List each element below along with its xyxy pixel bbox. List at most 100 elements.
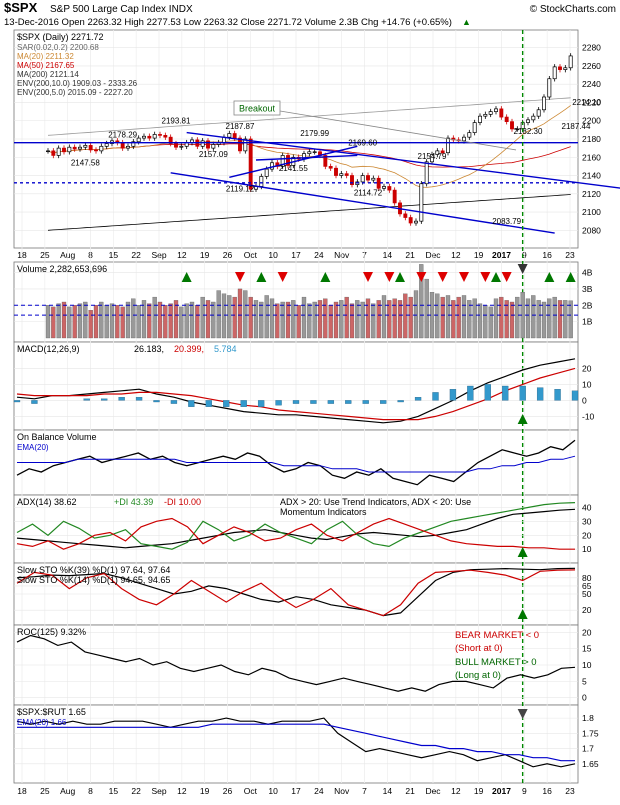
candle-body	[467, 132, 472, 138]
adx-title: ADX(14) 38.62	[17, 497, 77, 507]
buy-arrow-icon	[256, 272, 267, 282]
candle-body	[419, 183, 424, 222]
buy-arrow-icon	[565, 272, 576, 282]
volume-bar	[51, 306, 56, 339]
candle-body	[174, 143, 178, 148]
volume-bar	[125, 301, 131, 339]
candle-body	[88, 145, 93, 151]
volume-bar	[291, 300, 296, 339]
header: $SPX S&P 500 Large Cap Index INDX © StockC…	[4, 0, 616, 28]
candle-body	[360, 175, 365, 183]
sell-arrow-icon	[459, 272, 469, 282]
volume-bar	[227, 295, 232, 339]
macd-histogram-bar	[205, 400, 212, 407]
candle-body	[494, 108, 498, 112]
price-annotation: 2141.55	[279, 164, 308, 173]
x-tick-label: 23	[565, 786, 575, 796]
volume-bar	[547, 298, 552, 339]
buy-arrow-icon	[395, 272, 405, 282]
candle-body	[179, 145, 184, 148]
volume-bar	[147, 303, 152, 339]
y-tick-label: 2080	[582, 225, 601, 235]
stoch-title-2: Slow STO %K(14) %D(1) 94.65, 94.65	[17, 575, 170, 585]
price-legend-entry: ENV(200,5.0) 2015.09 - 2227.20	[17, 88, 133, 97]
price-annotation: 2114.72	[354, 189, 383, 198]
macd-histogram-bar	[153, 400, 160, 403]
x-tick-label: 26	[223, 786, 233, 796]
buy-arrow-icon	[491, 272, 501, 282]
volume-bar	[259, 301, 264, 339]
volume-bar	[72, 305, 77, 339]
breakout-label: Breakout	[239, 104, 276, 114]
series-macd-1	[16, 367, 576, 421]
y-tick-label: 30	[582, 516, 592, 526]
x-tick-label: 10	[268, 786, 278, 796]
candle-body	[62, 147, 66, 153]
y-tick-label: 10	[582, 379, 592, 389]
candle-body	[152, 134, 157, 139]
macd-histogram-bar	[414, 397, 422, 401]
macd-histogram-bar	[223, 400, 230, 407]
candle-body	[78, 146, 82, 150]
volume-bar	[344, 296, 349, 339]
trend-channel-line	[229, 145, 358, 179]
x-tick-label: 24	[314, 786, 324, 796]
y-tick-label: 65	[582, 581, 592, 591]
y-tick-label: 2140	[582, 171, 601, 181]
x-tick-label: 19	[474, 786, 484, 796]
candle-body	[72, 146, 77, 150]
candle-body	[488, 111, 493, 115]
y-tick-label: 0	[582, 693, 587, 703]
macd-histogram-bar	[432, 392, 439, 401]
x-axis-bottom: 18 25 Aug 8 15 22 Sep 12 19 26 Oct 10 17 24 Nov 7 14 21 De…	[17, 30, 575, 796]
macd-histogram-bar	[449, 389, 457, 401]
volume-bar	[248, 296, 253, 339]
y-tick-label: 1B	[582, 317, 593, 327]
macd-histogram-bar	[362, 400, 369, 404]
candle-body	[136, 137, 141, 143]
candle-body	[67, 146, 72, 153]
candle-body	[558, 66, 562, 70]
candle-body	[376, 177, 381, 189]
y-tick-label: 20	[582, 530, 592, 540]
y-tick-label: 3B	[582, 284, 593, 294]
candle-body	[387, 186, 392, 191]
env-200-5-upper	[47, 97, 571, 136]
macd-histogram-bar	[135, 397, 143, 401]
price-annotation: 2169.60	[348, 138, 377, 147]
candle-body	[323, 155, 328, 167]
trend-channel-line	[186, 131, 620, 189]
macd-histogram-bar	[292, 400, 300, 404]
adx-note: ADX > 20: Use Trend Indicators, ADX < 20…	[280, 497, 471, 507]
x-tick-label: 9	[522, 786, 527, 796]
volume-bar	[253, 300, 259, 339]
price-annotation: 2147.58	[71, 159, 100, 168]
candle-body	[83, 145, 88, 148]
x-tick-label: 16	[542, 786, 552, 796]
volume-bar	[109, 303, 115, 339]
macd-histogram-bar	[484, 384, 491, 401]
volume-bar	[515, 296, 520, 339]
volume-bar	[440, 296, 445, 339]
price-title: $SPX (Daily) 2271.72	[17, 32, 104, 42]
volume-bar	[157, 301, 163, 339]
macd-histogram-bar	[257, 400, 265, 407]
buy-arrow-icon	[517, 609, 528, 619]
trend-channel-line	[170, 172, 555, 234]
x-tick-label: 22	[131, 786, 141, 796]
candle-body	[94, 149, 98, 152]
candle-body	[510, 121, 514, 130]
plus-di-value: +DI 43.39	[114, 497, 153, 507]
macd-histogram-bar	[101, 398, 108, 401]
volume-bar	[189, 301, 195, 339]
candle-body	[382, 186, 386, 189]
volume-bar	[333, 301, 339, 339]
volume-bar	[461, 295, 467, 339]
candle-body	[243, 138, 248, 152]
series-adx-1	[16, 502, 576, 550]
candle-body	[446, 137, 450, 154]
ratio-title: $SPX:$RUT 1.65	[17, 707, 86, 717]
volume-bar	[61, 301, 67, 339]
y-tick-label: -10	[582, 411, 595, 421]
volume-bar	[56, 303, 61, 339]
